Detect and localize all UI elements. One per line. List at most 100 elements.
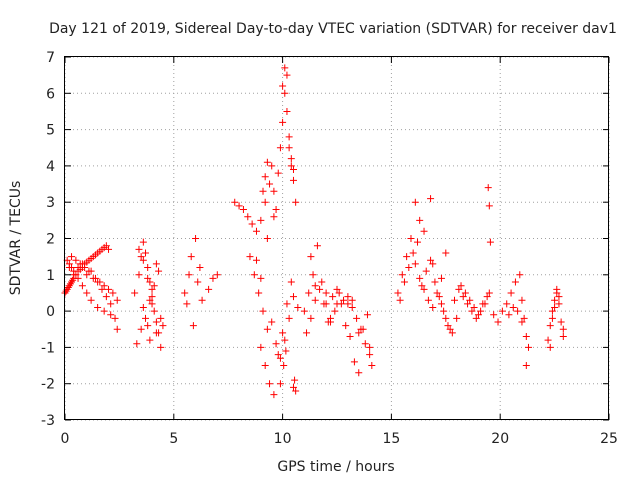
y-tick-label: 2 <box>46 232 55 248</box>
data-point <box>152 329 160 337</box>
data-point <box>266 180 274 188</box>
y-tick-label: 0 <box>46 304 55 320</box>
data-point <box>64 284 72 292</box>
data-point <box>559 325 567 333</box>
data-point <box>300 307 308 315</box>
y-axis-label: SDTVAR / TECUs <box>8 181 24 296</box>
data-point <box>311 282 319 290</box>
data-point <box>503 300 511 308</box>
data-point <box>280 362 288 370</box>
data-point <box>111 314 119 322</box>
data-point <box>131 289 139 297</box>
data-point <box>446 325 454 333</box>
x-tick-label: 15 <box>382 431 400 447</box>
data-point <box>259 307 267 315</box>
data-point <box>400 278 408 286</box>
y-tick-label: 4 <box>46 159 55 175</box>
data-point <box>546 343 554 351</box>
axis-ticks: 0 5 10 15 20 25 -3 -2 -1 0 1 2 3 4 5 6 7 <box>41 50 618 447</box>
data-point <box>331 307 339 315</box>
data-point <box>453 314 461 322</box>
data-point <box>551 296 559 304</box>
data-point <box>320 300 328 308</box>
data-point <box>407 235 415 242</box>
data-point <box>448 329 456 337</box>
data-point <box>83 289 91 297</box>
data-point <box>329 293 337 301</box>
data-point <box>433 289 441 297</box>
data-point <box>68 278 76 286</box>
data-point <box>283 300 291 308</box>
data-point <box>65 282 73 290</box>
data-point <box>340 296 348 304</box>
data-point <box>427 195 435 203</box>
data-point <box>287 162 295 170</box>
data-point <box>409 249 417 257</box>
y-tick-label: -2 <box>41 377 55 393</box>
chart-title: Day 121 of 2019, Sidereal Day-to-day VTE… <box>49 21 617 37</box>
data-point <box>65 264 73 272</box>
data-point <box>437 274 445 282</box>
data-point <box>313 242 321 250</box>
data-point <box>257 343 265 351</box>
data-point <box>292 387 300 395</box>
data-point <box>133 340 141 348</box>
data-point <box>464 300 472 308</box>
data-point <box>66 280 74 288</box>
data-point <box>102 293 110 301</box>
data-point <box>516 271 524 279</box>
data-point <box>431 278 439 286</box>
data-point <box>551 303 559 311</box>
data-point <box>486 238 494 246</box>
data-point <box>276 144 284 152</box>
data-point <box>479 300 487 308</box>
data-point <box>398 271 406 279</box>
data-point <box>139 256 147 264</box>
data-point <box>305 289 313 297</box>
data-point <box>366 351 374 359</box>
data-point <box>281 89 289 97</box>
data-point <box>274 351 282 359</box>
data-point <box>461 289 469 297</box>
data-point <box>194 278 202 286</box>
data-point <box>416 216 424 224</box>
data-point <box>520 314 528 322</box>
data-point <box>420 227 428 235</box>
data-point <box>100 307 108 315</box>
data-point <box>148 293 156 301</box>
data-point <box>555 300 563 308</box>
data-point <box>414 238 422 246</box>
data-point <box>483 293 491 301</box>
data-point <box>522 362 530 370</box>
data-point <box>192 235 200 242</box>
data-point <box>289 383 297 391</box>
data-point <box>333 285 341 293</box>
data-point <box>148 285 156 293</box>
data-point <box>470 303 478 311</box>
data-point <box>485 289 493 297</box>
data-point <box>548 307 556 315</box>
data-point <box>326 314 334 322</box>
data-point <box>146 336 154 344</box>
data-point <box>100 282 108 290</box>
y-tick-label: -3 <box>41 413 55 429</box>
data-point <box>544 336 552 344</box>
data-point <box>266 380 274 388</box>
data-point <box>187 253 195 261</box>
data-point <box>261 362 269 370</box>
data-point <box>366 343 374 351</box>
data-point <box>418 282 426 290</box>
x-tick-label: 5 <box>169 431 178 447</box>
data-point <box>307 253 315 261</box>
data-point <box>455 285 463 293</box>
data-point <box>318 278 326 286</box>
data-point <box>559 333 567 341</box>
data-point <box>424 296 432 304</box>
data-point <box>442 249 450 257</box>
data-point <box>146 278 154 286</box>
data-point <box>416 274 424 282</box>
data-point <box>263 158 271 166</box>
data-point <box>144 264 152 272</box>
data-point <box>62 287 70 295</box>
data-point <box>157 314 165 322</box>
